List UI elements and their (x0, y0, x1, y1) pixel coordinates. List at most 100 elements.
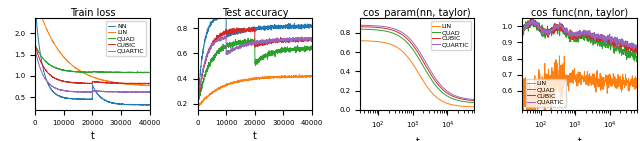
QUAD (605, 47, 612, 49)
LIN (520, 109, 527, 111)
QUAD (424, 72, 431, 74)
CUBIC (424, 68, 431, 70)
QUAD (140, 72, 147, 74)
QUAD (408, 47, 415, 49)
QUARTIC (31, 49, 39, 50)
NN (146, 104, 154, 106)
QUARTIC (43, 80, 51, 82)
LIN (110, 81, 118, 83)
LIN (82, 73, 90, 75)
LIN (442, 102, 450, 104)
NN (123, 103, 131, 105)
LIN (385, 43, 393, 45)
QUARTIC (123, 92, 131, 93)
QUARTIC (121, 91, 129, 93)
QUARTIC (633, 48, 640, 49)
LIN (586, 81, 594, 83)
X-axis label: t: t (90, 131, 94, 141)
QUARTIC (120, 92, 128, 93)
CUBIC (385, 28, 393, 30)
Line: CUBIC: CUBIC (522, 19, 637, 53)
LIN (356, 40, 364, 42)
X-axis label: t: t (253, 131, 257, 141)
CUBIC (356, 26, 364, 27)
Legend: NN, LIN, QUAD, CUBIC, QUARTIC: NN, LIN, QUAD, CUBIC, QUARTIC (106, 21, 147, 56)
LIN (43, 29, 51, 30)
LIN (548, 100, 556, 102)
QUAD (548, 30, 556, 32)
NN (110, 102, 118, 104)
CUBIC (548, 27, 556, 29)
Line: QUAD: QUAD (35, 45, 150, 73)
NN (120, 103, 128, 105)
Title: Train loss: Train loss (70, 8, 115, 17)
LIN (470, 106, 478, 108)
QUARTIC (385, 27, 393, 28)
CUBIC (518, 27, 526, 29)
QUAD (586, 40, 594, 42)
QUARTIC (470, 99, 478, 100)
LIN (539, 105, 547, 107)
CUBIC (43, 70, 51, 72)
QUARTIC (376, 25, 384, 27)
LIN (77, 71, 85, 72)
CUBIC (82, 82, 90, 84)
QUAD (376, 29, 384, 31)
QUAD (146, 72, 154, 73)
QUARTIC (586, 33, 594, 35)
QUARTIC (433, 79, 440, 81)
QUAD (123, 72, 131, 74)
LIN (556, 55, 563, 57)
QUARTIC (518, 27, 526, 29)
CUBIC (120, 82, 128, 84)
QUAD (570, 34, 578, 36)
QUAD (110, 71, 118, 73)
QUARTIC (605, 38, 612, 40)
CUBIC (539, 31, 547, 33)
LIN (408, 62, 415, 63)
NN (82, 98, 90, 100)
QUAD (356, 28, 364, 30)
NN (143, 104, 151, 106)
CUBIC (433, 82, 440, 83)
Title: Test accuracy: Test accuracy (221, 8, 288, 17)
CUBIC (470, 100, 478, 101)
NN (77, 98, 85, 100)
QUARTIC (548, 28, 556, 30)
CUBIC (31, 45, 39, 46)
QUAD (31, 44, 39, 46)
QUARTIC (570, 34, 578, 35)
CUBIC (570, 36, 578, 38)
Line: CUBIC: CUBIC (35, 46, 150, 84)
CUBIC (376, 27, 384, 29)
QUAD (433, 86, 440, 87)
LIN (518, 93, 526, 95)
CUBIC (408, 43, 415, 45)
QUAD (527, 17, 535, 19)
QUARTIC (595, 34, 603, 36)
Line: LIN: LIN (360, 41, 474, 107)
QUARTIC (146, 91, 154, 93)
LIN (605, 84, 612, 86)
NN (43, 80, 51, 82)
CUBIC (605, 38, 612, 40)
QUAD (633, 61, 640, 62)
QUARTIC (539, 32, 547, 34)
Line: QUARTIC: QUARTIC (522, 20, 637, 50)
NN (31, 15, 39, 17)
QUARTIC (442, 90, 450, 91)
QUAD (43, 62, 51, 63)
Line: LIN: LIN (522, 56, 637, 110)
QUAD (518, 32, 526, 34)
Line: QUAD: QUAD (522, 18, 637, 62)
LIN (376, 41, 384, 43)
Line: QUAD: QUAD (360, 29, 474, 103)
CUBIC (586, 34, 594, 35)
CUBIC (595, 36, 603, 38)
QUAD (82, 71, 90, 73)
LIN (433, 96, 440, 98)
QUARTIC (630, 49, 637, 51)
LIN (424, 86, 431, 88)
LIN (143, 85, 150, 87)
QUARTIC (408, 40, 415, 42)
